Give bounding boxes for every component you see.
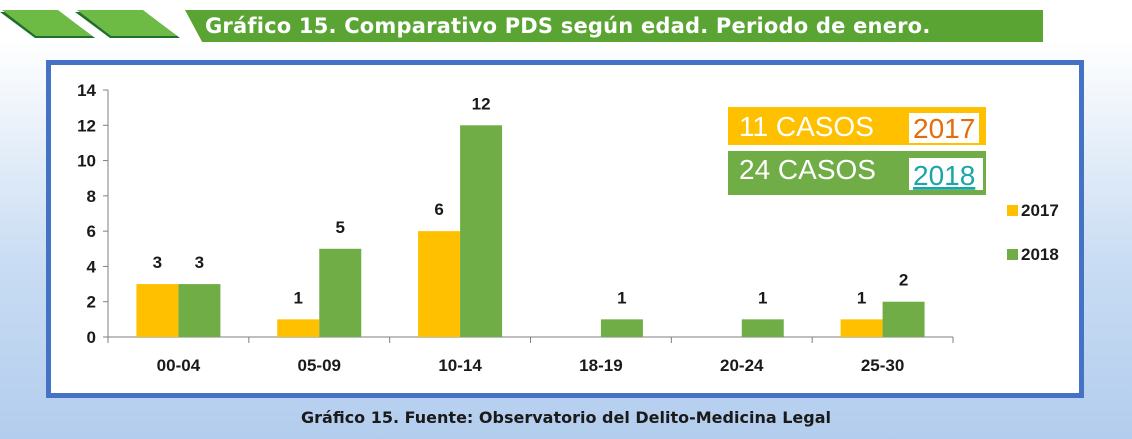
chart-bars xyxy=(136,125,925,338)
legend-label-2017: 2017 xyxy=(1021,201,1059,220)
y-tick-label: 10 xyxy=(77,152,96,171)
x-tick-label: 25-30 xyxy=(861,356,904,375)
annotation-2018-year-bg xyxy=(909,158,983,190)
x-tick-label: 10-14 xyxy=(438,356,482,375)
annotation-2018-cases: 24 CASOS xyxy=(739,154,876,185)
annotation-2017-year: 2017 xyxy=(913,113,975,144)
x-tick-label: 05-09 xyxy=(298,356,341,375)
y-tick-label: 8 xyxy=(87,187,96,206)
data-label-2018-20-24: 1 xyxy=(758,288,767,307)
bar-2017-05-09 xyxy=(277,319,320,337)
annotation-2018-box: 24 CASOS 2018 xyxy=(728,151,986,195)
bar-2017-10-14 xyxy=(418,231,461,337)
bar-2018-25-30 xyxy=(882,301,925,337)
title-bar xyxy=(185,10,1043,42)
stripe-light-1 xyxy=(2,10,92,36)
data-label-2017-25-30: 1 xyxy=(857,288,866,307)
bar-2017-25-30 xyxy=(840,319,883,337)
annotation-2017-year-bg xyxy=(909,113,979,143)
data-label-2018-10-14: 12 xyxy=(472,94,491,113)
bar-2018-00-04 xyxy=(178,284,221,337)
legend-label-2018: 2018 xyxy=(1021,245,1059,264)
data-label-2017-10-14: 6 xyxy=(434,200,443,219)
page-title: Gráfico 15. Comparativo PDS según edad. … xyxy=(205,14,931,38)
bar-2018-18-19 xyxy=(600,319,643,337)
annotation-2017-cases: 11 CASOS xyxy=(739,111,874,142)
header-stripes-decoration xyxy=(0,10,180,38)
x-tick-label: 00-04 xyxy=(157,356,201,375)
x-tick-label: 20-24 xyxy=(720,356,764,375)
data-label-2018-25-30: 2 xyxy=(899,271,908,290)
annotation-2017-box: 11 CASOS 2017 xyxy=(728,107,986,145)
y-tick-label: 12 xyxy=(77,116,96,135)
legend: 2017 2018 xyxy=(1007,201,1059,264)
data-label-2018-00-04: 3 xyxy=(195,253,204,272)
annotation-2018-year: 2018 xyxy=(913,160,975,191)
legend-swatch-2017 xyxy=(1007,205,1018,216)
y-tick-label: 6 xyxy=(87,222,96,241)
bar-2018-10-14 xyxy=(460,125,503,338)
y-tick-label: 0 xyxy=(87,328,96,347)
data-label-2017-05-09: 1 xyxy=(294,288,303,307)
bar-2018-20-24 xyxy=(741,319,784,337)
stripe-light-2 xyxy=(77,10,177,36)
x-tick-label: 18-19 xyxy=(579,356,622,375)
y-tick-label: 14 xyxy=(77,81,96,100)
y-tick-label: 2 xyxy=(87,293,96,312)
chart-frame: 0 2 4 6 8 10 12 14 00-04 05-09 10-14 18-19 20-24 25-3… xyxy=(46,60,1084,398)
figure-caption: Gráfico 15. Fuente: Observatorio del Del… xyxy=(301,408,831,427)
legend-swatch-2018 xyxy=(1007,249,1018,260)
data-label-2018-05-09: 5 xyxy=(336,218,345,237)
data-label-2018-18-19: 1 xyxy=(617,288,626,307)
bar-2017-00-04 xyxy=(136,284,179,337)
data-label-2017-00-04: 3 xyxy=(153,253,162,272)
y-tick-label: 4 xyxy=(87,257,97,276)
bar-2018-05-09 xyxy=(319,248,362,337)
